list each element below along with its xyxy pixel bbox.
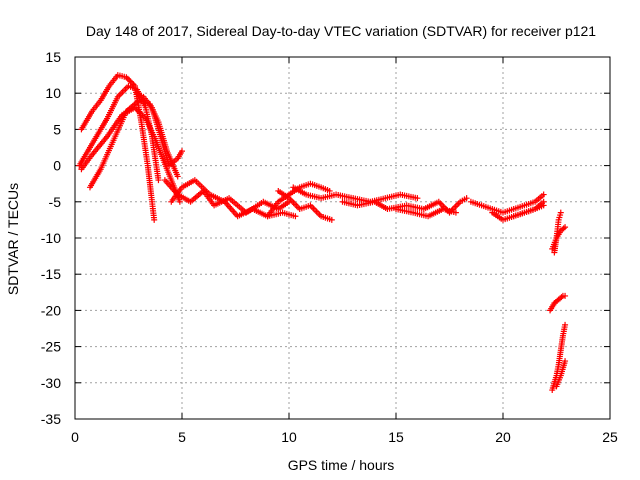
data-point-marker [452, 209, 459, 216]
data-point-marker [557, 209, 564, 216]
series-arc-4 [86, 97, 181, 191]
y-tick-label: -5 [49, 194, 62, 210]
y-tick-label: -20 [41, 302, 61, 318]
series-arc-7 [168, 177, 299, 220]
series-arc-19 [553, 358, 569, 390]
data-point-marker [292, 213, 299, 220]
series-arc-8 [264, 180, 333, 220]
data-point-marker [176, 198, 183, 205]
data-point-marker [540, 191, 547, 198]
series-arc-9 [275, 187, 335, 223]
series-arc-17 [547, 292, 569, 314]
x-tick-labels: 0 5 10 15 20 25 [71, 429, 618, 445]
y-tick-label: -35 [41, 411, 61, 427]
y-tick-label: -15 [41, 266, 61, 282]
y-tick-label: 0 [53, 158, 61, 174]
chart-title: Day 148 of 2017, Sidereal Day-to-day VTE… [86, 23, 596, 39]
grid-lines [75, 57, 610, 419]
data-point-marker [126, 77, 133, 84]
series-arc-15 [510, 198, 547, 220]
x-tick-label: 15 [388, 429, 404, 445]
data-point-marker [463, 195, 470, 202]
series-arc-20 [551, 209, 564, 256]
x-tick-label: 10 [281, 429, 297, 445]
data-point-marker [562, 224, 569, 231]
series-arc-12 [393, 206, 459, 220]
data-point-marker [328, 216, 335, 223]
data-point-marker [179, 148, 185, 155]
y-tick-label: -30 [41, 375, 61, 391]
data-points [76, 72, 569, 394]
x-axis-label: GPS time / hours [288, 457, 395, 473]
data-point-marker [562, 292, 569, 299]
y-tick-label: -25 [41, 339, 61, 355]
x-tick-label: 20 [495, 429, 511, 445]
data-point-marker [151, 216, 158, 223]
data-point-marker [129, 80, 136, 87]
series-arc-13 [467, 191, 547, 216]
data-point-marker [540, 198, 547, 205]
data-point-marker [562, 321, 569, 328]
series-arc-10 [290, 184, 421, 205]
x-tick-label: 25 [602, 429, 618, 445]
data-point-marker [414, 195, 421, 202]
axis-ticks [74, 56, 611, 420]
y-tick-label: 5 [53, 121, 61, 137]
data-point-marker [562, 358, 569, 365]
y-tick-label: 15 [45, 49, 61, 65]
data-point-marker [155, 177, 162, 184]
series-arc-18 [549, 321, 569, 394]
data-point-marker [326, 187, 333, 194]
series-arc-5 [134, 90, 185, 169]
y-tick-labels: -35 -30 -25 -20 -15 -10 -5 0 5 10 15 [41, 49, 61, 427]
x-tick-label: 0 [71, 429, 79, 445]
x-tick-label: 5 [178, 429, 186, 445]
data-point-marker [174, 173, 181, 180]
y-tick-label: -10 [41, 230, 61, 246]
y-tick-label: 10 [45, 85, 61, 101]
y-axis-label: SDTVAR / TECUs [5, 183, 21, 295]
